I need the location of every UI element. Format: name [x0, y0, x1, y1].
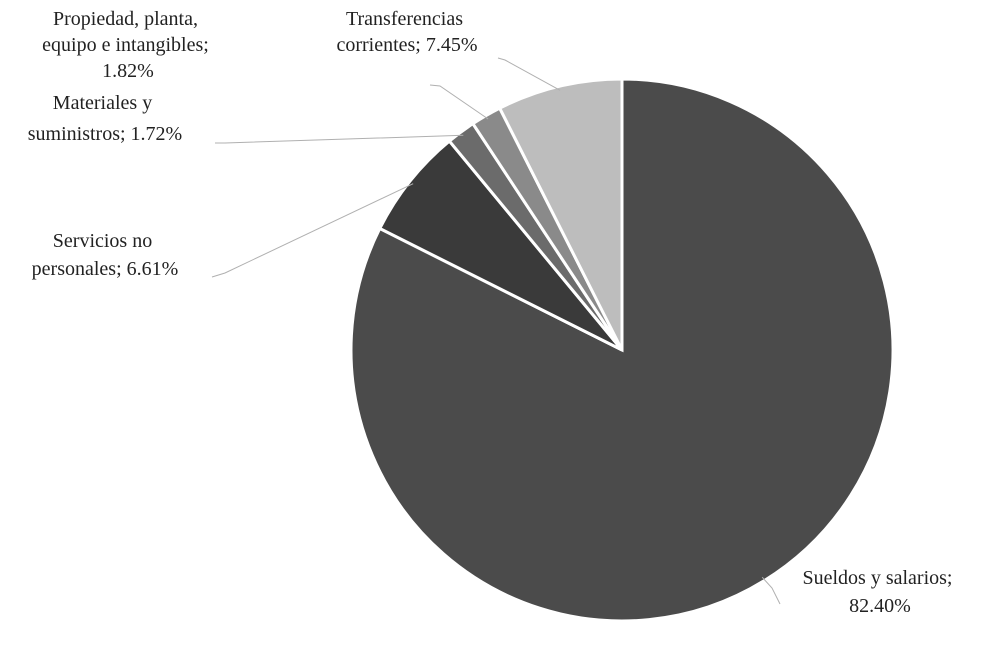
data-label: Propiedad, planta, equipo e intangibles;… [42, 8, 214, 82]
data-label: Sueldos y salarios; 82.40% [803, 567, 958, 617]
leader-line [429, 84, 489, 120]
pie-slice [377, 138, 624, 352]
pie [349, 77, 895, 623]
data-label: Transferencias corrientes; 7.45% [336, 8, 477, 56]
pie-slice [349, 77, 895, 623]
data-labels: Sueldos y salarios; 82.40% Servicios no p… [28, 8, 958, 617]
pie-slice [497, 77, 624, 351]
leader-line [497, 57, 561, 91]
leader-line [215, 134, 464, 144]
leader-line [761, 576, 781, 605]
leader-line [211, 183, 414, 278]
data-label: Materiales y suministros; 1.72% [28, 92, 182, 145]
data-label: Servicios no personales; 6.61% [32, 230, 179, 280]
